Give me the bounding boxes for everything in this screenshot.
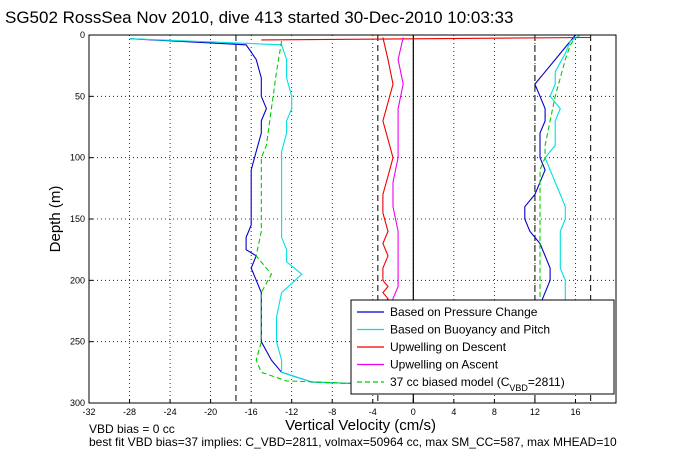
x-tick-label: -4 (369, 407, 377, 417)
x-tick-label: -16 (245, 407, 258, 417)
series-2-line (129, 38, 414, 386)
best-fit-note: best fit VBD bias=37 implies: C_VBD=2811… (89, 435, 617, 449)
legend-label: Based on Pressure Change (390, 305, 538, 319)
y-tick-label: 300 (70, 398, 85, 408)
y-tick-label: 50 (75, 91, 85, 101)
series-2-ascent-line (544, 34, 581, 305)
x-tick-label: -24 (164, 407, 177, 417)
y-tick-label: 250 (70, 337, 85, 347)
x-tick-label: 12 (530, 407, 540, 417)
legend-label: Based on Buoyancy and Pitch (390, 323, 550, 337)
y-tick-label: 100 (70, 153, 85, 163)
legend-label: Upwelling on Ascent (390, 358, 499, 372)
series-4-line (392, 37, 404, 305)
legend-label: Upwelling on Descent (390, 340, 507, 354)
chart-title: SG502 RossSea Nov 2010, dive 413 started… (5, 8, 513, 27)
series-1-line (129, 38, 414, 386)
x-tick-label: -20 (204, 407, 217, 417)
x-tick-label: -32 (82, 407, 95, 417)
x-axis-ticks: -32 -28 -24 -20 -16 -12 -8 -4 0 4 8 12 16 (82, 399, 580, 417)
series-5-ascent-line (539, 37, 576, 305)
legend-box (350, 299, 615, 395)
x-axis-label: Vertical Velocity (cm/s) (285, 417, 436, 434)
legend: Based on Pressure Change Based on Buoyanc… (350, 299, 615, 395)
y-axis-ticks: 0 50 100 150 200 250 300 (70, 30, 93, 408)
series-3-surface-line (261, 36, 591, 41)
x-tick-label: 8 (492, 407, 497, 417)
y-axis-label: Depth (m) (47, 186, 64, 253)
x-tick-label: -8 (328, 407, 336, 417)
vbd-bias-note: VBD bias = 0 cc (89, 422, 175, 436)
x-tick-label: -12 (285, 407, 298, 417)
reference-lines (235, 35, 592, 403)
x-tick-label: 4 (451, 407, 456, 417)
y-tick-label: 0 (80, 30, 85, 40)
x-tick-label: 16 (570, 407, 580, 417)
series-5-line (255, 41, 414, 386)
y-tick-label: 150 (70, 214, 85, 224)
series-3-line (382, 37, 394, 306)
x-tick-label: -28 (123, 407, 136, 417)
x-tick-label: 0 (411, 407, 416, 417)
series-1-ascent-line (524, 34, 576, 306)
y-tick-label: 200 (70, 275, 85, 285)
series-group (129, 34, 591, 386)
